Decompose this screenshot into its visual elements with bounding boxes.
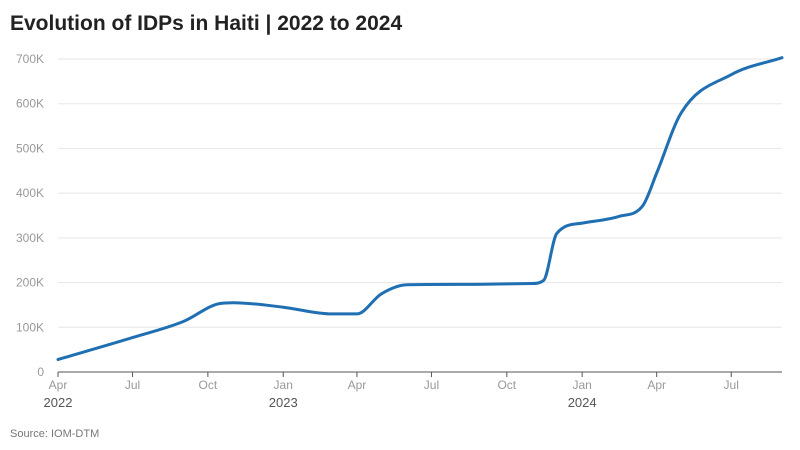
x-tick-label: Apr	[647, 378, 666, 392]
x-tick-label: Apr	[49, 378, 68, 392]
y-tick-label: 200K	[16, 276, 44, 290]
x-tick-label: Jul	[424, 378, 439, 392]
x-tick-label: Apr	[348, 378, 367, 392]
x-year-label: 2022	[44, 395, 73, 410]
y-tick-label: 300K	[16, 231, 44, 245]
chart-title: Evolution of IDPs in Haiti | 2022 to 202…	[10, 12, 403, 35]
source-note: Source: IOM-DTM	[10, 428, 100, 440]
x-tick-label: Oct	[199, 378, 218, 392]
y-tick-label: 400K	[16, 186, 44, 200]
y-tick-label: 700K	[16, 52, 44, 66]
y-tick-label: 500K	[16, 141, 44, 155]
y-tick-label: 600K	[16, 97, 44, 111]
x-tick-label: Jan	[274, 378, 293, 392]
grid-lines	[58, 58, 782, 328]
series-line	[56, 56, 784, 361]
x-year-label: 2023	[269, 395, 298, 410]
x-axis-labels: Apr 2022 Jul Oct Jan 2023 Apr Jul Oct Jan 2024 Apr J…	[44, 378, 739, 410]
x-tick-label: Jul	[125, 378, 140, 392]
x-axis	[57, 371, 782, 377]
x-tick-label: Oct	[497, 378, 516, 392]
y-tick-label: 0	[37, 365, 44, 379]
x-year-label: 2024	[568, 395, 597, 410]
x-tick-label: Jan	[572, 378, 591, 392]
x-tick-label: Jul	[724, 378, 739, 392]
y-tick-label: 100K	[16, 320, 44, 334]
y-axis-labels: 0 100K 200K 300K 400K 500K 600K 700K	[16, 52, 44, 379]
series-layer	[56, 56, 784, 361]
